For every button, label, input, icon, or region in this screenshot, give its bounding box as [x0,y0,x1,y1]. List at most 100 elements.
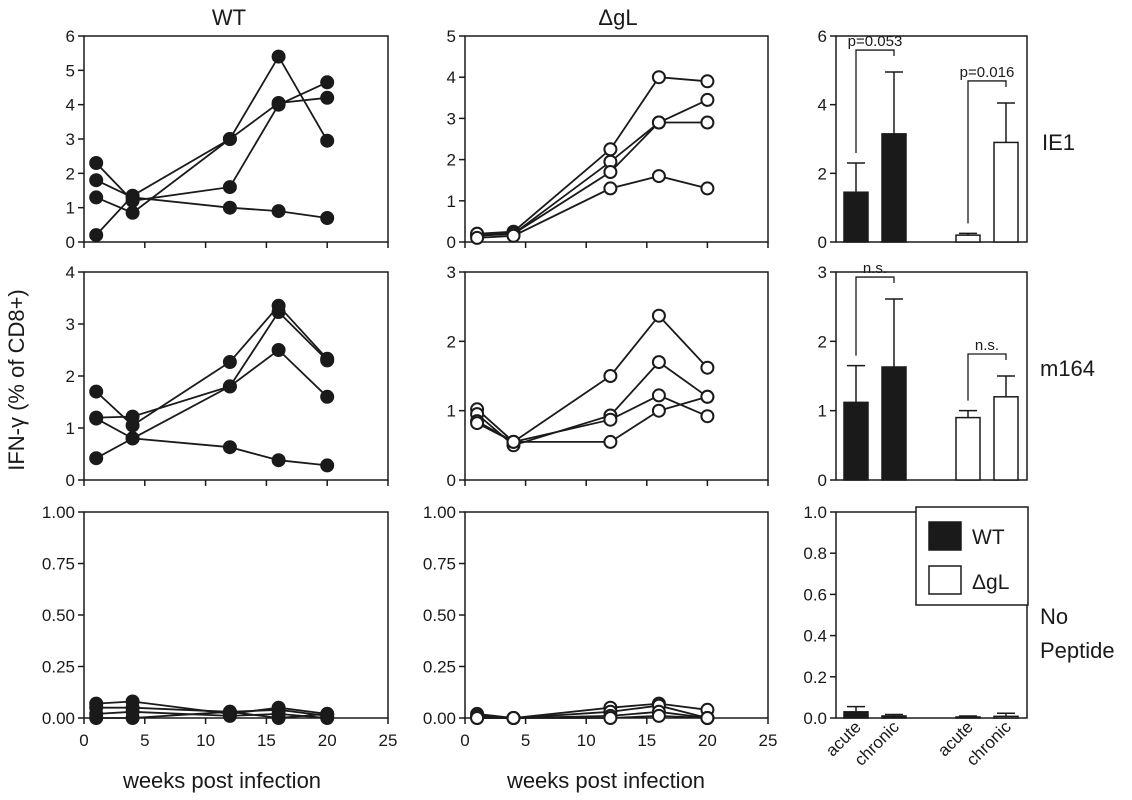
data-point [470,230,485,245]
plot-frame [464,271,769,481]
series-line [477,99,708,237]
col-title-wt: WT [212,5,246,30]
data-point [651,169,666,184]
significance-label: p=0.053 [848,33,903,50]
data-point [700,389,715,404]
y-tick-label: 1 [818,402,827,421]
significance-bracket [855,276,895,356]
data-point [271,49,286,64]
data-point [603,142,618,157]
series-line [476,394,708,443]
panel-bar-m164: 0 1 2 3 n.s. n.s. [818,260,1028,490]
row-label-no-peptide-line2: Peptide [1040,638,1115,663]
data-point [320,211,335,225]
bar [993,141,1019,243]
row-label-no-peptide: No Peptide [1040,604,1115,663]
data-point [271,96,286,110]
x-tick-label: 25 [379,731,398,750]
y-tick-label: 0 [66,471,75,490]
y-tick-label: 0 [818,471,827,490]
data-point [222,180,237,195]
y-tick-label: 0.75 [42,555,75,574]
x-axis-label-dgl: weeks post infection [506,768,705,793]
x-tick-label: 20 [318,731,337,750]
data-point [271,453,286,468]
data-point [651,708,666,723]
significance-label: n.s. [863,260,887,277]
y-tick-label: 0.4 [803,627,827,646]
series-line [477,121,708,235]
panel-wt-ie1: 0 1 2 3 4 5 6 [66,27,389,252]
data-point [271,204,286,219]
bar [955,416,981,481]
y-tick-label: 1 [447,402,456,421]
data-point [89,173,104,188]
series-line [96,310,328,419]
bar [955,716,981,719]
y-tick-label: 3 [447,263,456,282]
data-point [271,711,286,725]
x-tick-label: 0 [460,731,469,750]
bar [993,715,1019,719]
y-tick-label: 2 [66,367,75,386]
data-point [222,379,237,394]
data-point [651,388,666,403]
bar [843,711,869,719]
plot-frame [83,511,389,719]
y-tick-label: 2 [818,332,827,351]
y-tick-label: 0.50 [42,606,75,625]
data-point [89,228,104,243]
panel-dgl-none: 0.00 0.25 0.50 0.75 1.00 0 5 10 15 20 25 [423,503,778,750]
significance-label: n.s. [975,337,999,354]
series-line [476,395,708,443]
series-line [477,76,708,235]
y-tick-label: 4 [66,263,75,282]
y-tick-label: 0 [447,233,456,252]
data-point [125,205,140,220]
x-tick-label: 0 [79,731,88,750]
data-point [651,355,666,370]
y-tick-label: 0 [447,471,456,490]
data-point [125,409,140,424]
plot-frame [464,511,769,719]
data-point [651,70,666,85]
y-tick-label: 6 [818,27,827,46]
data-point [603,711,618,725]
data-point [320,90,335,105]
panel-wt-m164: 0 1 2 3 4 [66,263,389,490]
data-point [651,403,666,418]
y-tick-label: 0.6 [803,585,827,604]
y-tick-label: 3 [447,109,456,128]
data-point [603,181,618,196]
data-point [700,711,715,725]
panel-dgl-m164: 0 1 2 3 [447,263,769,490]
bar [881,366,907,481]
x-tick-label: 20 [698,731,717,750]
row-label-ie1: IE1 [1042,130,1075,155]
y-tick-label: 0.00 [42,709,75,728]
y-tick-label: 1 [66,199,75,218]
legend: WT ΔgL [915,506,1029,606]
y-tick-label: 3 [818,263,827,282]
data-point [89,156,104,170]
y-tick-label: 4 [447,68,456,87]
data-point [89,711,104,725]
data-point [320,133,335,148]
row-label-m164: m164 [1040,356,1095,381]
data-point [700,181,715,196]
data-point [700,360,715,375]
data-point [222,200,237,215]
y-tick-label: 4 [818,96,827,115]
y-tick-label: 0.2 [803,668,827,687]
significance-label: p=0.016 [960,64,1015,81]
y-tick-label: 5 [66,61,75,80]
legend-swatch-wt [928,521,962,551]
data-point [651,115,666,130]
x-tick-label: 5 [140,731,149,750]
y-axis-label: IFN-γ (% of CD8+) [4,289,29,471]
significance-bracket [855,49,895,154]
data-point [506,434,521,449]
legend-label-wt: WT [972,526,1005,549]
data-point [222,440,237,455]
y-tick-label: 2 [66,164,75,183]
